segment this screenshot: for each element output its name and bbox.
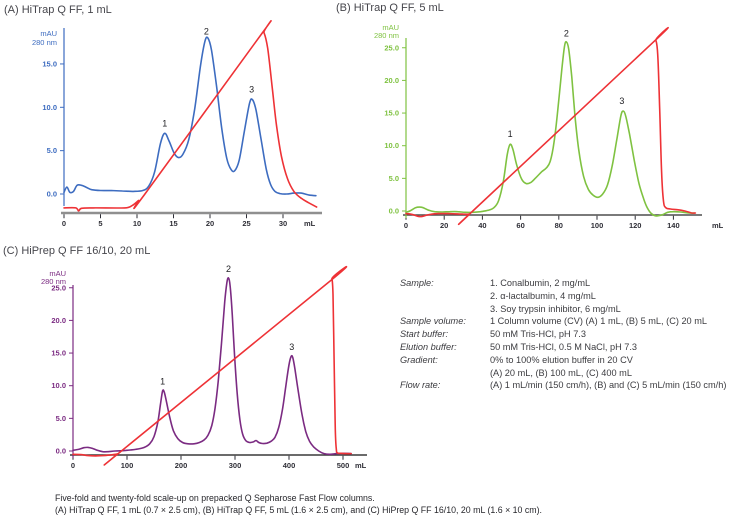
- legend-row-label: Flow rate:: [400, 380, 441, 391]
- peak-label-1: 1: [162, 118, 167, 128]
- y-tick-label: 20.0: [384, 76, 399, 85]
- x-tick-label: 0: [62, 219, 66, 228]
- legend-row: Sample volume: 1 Column volume (CV) (A) 1…: [400, 315, 736, 328]
- x-axis-unit-label: mL: [712, 221, 724, 230]
- series-curve-uv-280nm: [72, 277, 352, 456]
- x-tick-label: 100: [121, 461, 134, 470]
- peak-label-2: 2: [204, 26, 209, 36]
- peak-label-1: 1: [160, 376, 165, 386]
- y-tick-label: 0.0: [56, 447, 66, 456]
- legend-value-line: (A) 1 mL/min (150 cm/h), (B) and (C) 5 m…: [490, 380, 727, 391]
- x-tick-label: 5: [98, 219, 102, 228]
- y-tick-label: 5.0: [389, 174, 399, 183]
- y-tick-label: 5.0: [47, 146, 57, 155]
- legend-row-value: 50 mM Tris-HCl, 0.5 M NaCl, pH 7.3: [490, 341, 736, 354]
- x-tick-label: 60: [516, 221, 524, 230]
- legend-row: Start buffer: 50 mM Tris-HCl, pH 7.3: [400, 328, 736, 341]
- y-tick-label: 10.0: [42, 103, 57, 112]
- run-conditions-legend: Sample: 1. Conalbumin, 2 mg/mL 2. α-lactal…: [400, 277, 736, 392]
- y-tick-label: 20.0: [51, 316, 66, 325]
- panel-a-title: (A) HiTrap Q FF, 1 mL: [4, 4, 112, 16]
- series-curve-uv-280nm: [405, 40, 696, 217]
- legend-row: Flow rate: (A) 1 mL/min (150 cm/h), (B) a…: [400, 379, 736, 392]
- figure-caption-line1: Five-fold and twenty-fold scale-up on pr…: [55, 493, 375, 503]
- legend-row-label: Sample volume:: [400, 316, 466, 327]
- y-tick-label: 10.0: [384, 141, 399, 150]
- figure-caption-line2: (A) HiTrap Q FF, 1 mL (0.7 × 2.5 cm), (B…: [55, 504, 542, 515]
- x-tick-label: 400: [283, 461, 296, 470]
- legend-value-line: 50 mM Tris-HCl, 0.5 M NaCl, pH 7.3: [490, 341, 638, 352]
- x-tick-label: 500: [337, 461, 350, 470]
- panel-c-title: (C) HiPrep Q FF 16/10, 20 mL: [3, 245, 151, 257]
- legend-value-line: 1 Column volume (CV) (A) 1 mL, (B) 5 mL,…: [490, 316, 707, 327]
- legend-row: Gradient: 0% to 100% elution buffer in 20…: [400, 354, 736, 380]
- x-tick-label: 300: [229, 461, 242, 470]
- legend-value-line: 50 mM Tris-HCl, pH 7.3: [490, 329, 586, 340]
- legend-row-value: 1. Conalbumin, 2 mg/mL 2. α-lactalbumin, …: [490, 277, 736, 315]
- x-tick-label: 20: [206, 219, 214, 228]
- x-tick-label: 80: [555, 221, 563, 230]
- x-tick-label: 30: [279, 219, 287, 228]
- legend-row-value: 50 mM Tris-HCl, pH 7.3: [490, 328, 736, 341]
- x-axis-unit-label: mL: [355, 461, 367, 470]
- legend-row-label: Gradient:: [400, 354, 438, 365]
- figure-caption: Five-fold and twenty-fold scale-up on pr…: [55, 493, 542, 516]
- x-tick-label: 0: [404, 221, 408, 230]
- legend-row: Elution buffer: 50 mM Tris-HCl, 0.5 M NaC…: [400, 341, 736, 354]
- x-tick-label: 40: [478, 221, 486, 230]
- legend-value-line: 1. Conalbumin, 2 mg/mL: [490, 278, 591, 288]
- legend-row: Sample: 1. Conalbumin, 2 mg/mL 2. α-lactal…: [400, 277, 736, 315]
- panel-b-title: (B) HiTrap Q FF, 5 mL: [336, 2, 444, 14]
- y-axis-wavelength-label: 280 nm: [41, 277, 66, 286]
- peak-label-3: 3: [289, 342, 294, 352]
- series-curve-elution-gradient: [72, 265, 352, 466]
- y-tick-label: 0.0: [389, 207, 399, 216]
- peak-label-2: 2: [564, 29, 569, 39]
- y-axis-unit-label: mAU: [49, 269, 66, 278]
- x-tick-label: 120: [629, 221, 642, 230]
- series-curve-uv-280nm: [63, 36, 317, 197]
- y-axis-wavelength-label: 280 nm: [374, 31, 399, 40]
- series-curve-elution-gradient: [63, 20, 318, 212]
- panel-c-chromatogram-chart: 0 100 200 300 400 500 mL 0.0 5.0 10.0 15.0 20.0 25.0…: [41, 264, 367, 470]
- legend-row-value: 1 Column volume (CV) (A) 1 mL, (B) 5 mL,…: [490, 315, 736, 328]
- legend-value-line: 3. Soy trypsin inhibitor, 6 mg/mL: [490, 303, 621, 314]
- y-axis-unit-label: mAU: [382, 23, 399, 32]
- peak-label-2: 2: [226, 264, 231, 274]
- legend-row-label: Elution buffer:: [400, 341, 457, 352]
- x-tick-label: 25: [242, 219, 250, 228]
- x-tick-label: 100: [591, 221, 604, 230]
- y-axis-wavelength-label: 280 nm: [32, 38, 57, 47]
- x-tick-label: 20: [440, 221, 448, 230]
- y-tick-label: 25.0: [51, 283, 66, 292]
- y-tick-label: 15.0: [51, 349, 66, 358]
- peak-label-1: 1: [508, 129, 513, 139]
- y-tick-label: 25.0: [384, 43, 399, 52]
- x-tick-label: 10: [133, 219, 141, 228]
- legend-row-label: Start buffer:: [400, 329, 449, 340]
- series-curve-elution-gradient: [405, 26, 697, 225]
- panel-b-chromatogram-chart: 0 20 40 60 80 100 120 140 mL 0.0 5.0 10.0 15.0 20.0 25…: [374, 23, 724, 230]
- legend-value-line: 0% to 100% elution buffer in 20 CV: [490, 354, 633, 365]
- peak-label-3: 3: [619, 96, 624, 106]
- x-tick-label: 140: [667, 221, 680, 230]
- legend-row-label: Sample:: [400, 278, 434, 288]
- y-tick-label: 0.0: [47, 190, 57, 199]
- x-tick-label: 200: [175, 461, 188, 470]
- x-tick-label: 0: [71, 461, 75, 470]
- x-tick-label: 15: [169, 219, 177, 228]
- legend-row-value: 0% to 100% elution buffer in 20 CV (A) 20…: [490, 354, 736, 380]
- peak-label-3: 3: [249, 85, 254, 95]
- y-axis-unit-label: mAU: [40, 29, 57, 38]
- legend-value-line: 2. α-lactalbumin, 4 mg/mL: [490, 290, 596, 301]
- y-tick-label: 15.0: [384, 109, 399, 118]
- x-axis-unit-label: mL: [304, 219, 316, 228]
- y-tick-label: 15.0: [42, 59, 57, 68]
- legend-value-line: (A) 20 mL, (B) 100 mL, (C) 400 mL: [490, 367, 632, 378]
- y-tick-label: 10.0: [51, 381, 66, 390]
- y-tick-label: 5.0: [56, 414, 66, 423]
- legend-row-value: (A) 1 mL/min (150 cm/h), (B) and (C) 5 m…: [490, 379, 736, 392]
